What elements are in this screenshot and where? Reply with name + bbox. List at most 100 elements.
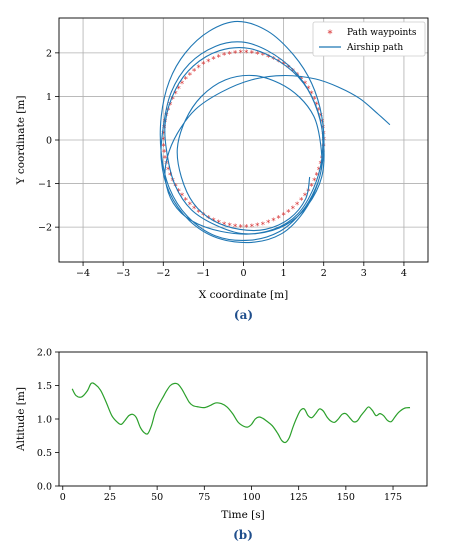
chart-b-y-tick-label: 0.0 [37,482,52,493]
chart-b-x-axis-label: Time [s] [221,509,264,521]
chart-a-waypoint: * [164,160,168,169]
chart-b-altitude-line [71,382,411,444]
chart-a-legend: * Path waypoints Airship path [312,21,426,57]
chart-a-waypoint: * [315,172,319,181]
chart-a-y-tick-label: −2 [38,223,52,234]
chart-a-waypoint: * [161,130,165,139]
chart-a-waypoint: * [192,205,196,214]
chart-a-waypoint: * [282,212,286,221]
chart-a-waypoint: * [310,182,314,191]
chart-a-legend-waypoint-marker: * [328,29,333,40]
chart-a-waypoint: * [188,71,192,80]
chart-a-waypoint: * [272,217,276,226]
chart-a-waypoint: * [244,223,248,232]
chart-a-waypoint: * [192,68,196,77]
chart-b-panel-label: (b) [233,528,253,542]
chart-a-x-tick-label: 0 [240,268,246,279]
chart-a-x-tick-label: −1 [196,268,210,279]
chart-a-legend-label-path: Airship path [346,43,403,53]
chart-a-waypoint: * [173,90,177,99]
chart-a-y-tick-label: 1 [46,92,52,103]
chart-b-x-tick-label: 50 [151,492,163,503]
chart-a-waypoint: * [197,64,201,73]
chart-a-waypoint: * [171,95,175,104]
chart-b-x-tick-label: 175 [384,492,402,503]
chart-a-waypoint: * [184,197,188,206]
chart-a-waypoint: * [255,222,259,231]
chart-a-waypoint: * [266,53,270,62]
chart-b-y-tick-label: 0.5 [37,448,52,459]
chart-a-waypoint: * [217,53,221,62]
chart-b-altitude: 0 25 50 75 100 125 150 175 0.0 0.5 1.0 1.5 2.0 Time … [15,348,428,542]
chart-a-x-axis-label: X coordinate [m] [199,289,288,301]
chart-a-waypoint: * [161,142,165,151]
chart-a-waypoint: * [201,212,205,221]
chart-a-waypoint: * [291,205,295,214]
chart-a-x-tick-label: −3 [116,268,130,279]
chart-a-x-tick-label: 4 [401,268,407,279]
chart-b-x-tick-label: 150 [337,492,355,503]
chart-a-waypoint: * [312,95,316,104]
chart-a-waypoint: * [261,52,265,61]
chart-a-waypoint: * [250,50,254,59]
chart-a-waypoint: * [222,52,226,61]
chart-b-y-axis-label: Altitude [m] [15,387,27,452]
chart-b-x-tick-label: 25 [104,492,116,503]
chart-a-waypoint: * [211,55,215,64]
chart-a-waypoint: * [261,221,265,230]
chart-a-waypoint: * [295,201,299,210]
chart-a-y-tick-label: −1 [38,179,52,190]
chart-a-legend-label-waypoints: Path waypoints [347,28,417,38]
chart-a-waypoint: * [306,187,310,196]
chart-b-x-tick-label: 0 [60,492,66,503]
chart-a-waypoint: * [310,90,314,99]
chart-a-y-tick-label: 0 [46,136,52,147]
chart-b-x-tick-label: 75 [198,492,210,503]
chart-a-waypoint: * [163,154,167,163]
chart-a-waypoint: * [319,112,323,121]
chart-a-waypoint: * [317,106,321,115]
chart-a-waypoint: * [184,76,188,85]
chart-b-y-tick-label: 1.0 [37,415,52,426]
chart-a-ticks: −4 −3 −2 −1 0 1 2 3 4 −2 −1 0 1 2 [38,48,407,279]
chart-a-x-tick-label: −4 [76,268,90,279]
chart-a-waypoint: * [303,192,307,201]
chart-a-waypoint: * [317,166,321,175]
chart-a-waypoint: * [244,49,248,58]
chart-a-airship-path-line [159,20,391,244]
chart-a-waypoint: * [197,208,201,217]
chart-a-trajectory: ****************************************… [15,17,429,322]
chart-a-waypoint: * [162,148,166,157]
chart-a-waypoint: * [180,80,184,89]
chart-a-y-tick-label: 2 [46,48,52,59]
chart-b-y-tick-label: 1.5 [37,381,52,392]
chart-a-waypoint: * [315,101,319,110]
chart-a-waypoint: * [206,58,210,67]
chart-a-waypoint: * [168,101,172,110]
chart-a-waypoint: * [272,55,276,64]
chart-a-waypoint: * [277,215,281,224]
chart-a-waypoint: * [228,222,232,231]
chart-a-waypoint: * [162,124,166,133]
chart-b-x-tick-label: 125 [290,492,308,503]
chart-a-waypoint: * [201,61,205,70]
chart-a-waypoint: * [312,177,316,186]
chart-a-waypoint: * [266,219,270,228]
chart-b-x-tick-label: 100 [242,492,260,503]
chart-b-ticks: 0 25 50 75 100 125 150 175 0.0 0.5 1.0 1.5 2.0 [37,348,402,504]
chart-a-waypoint: * [239,49,243,58]
chart-a-waypoint: * [250,223,254,232]
chart-a-waypoint: * [233,50,237,59]
chart-a-waypoint: * [171,177,175,186]
chart-a-waypoint: * [168,172,172,181]
chart-a-x-tick-label: 3 [361,268,367,279]
chart-a-waypoint: * [286,208,290,217]
chart-a-waypoint: * [239,223,243,232]
chart-a-waypoint: * [188,201,192,210]
chart-a-waypoint: * [206,215,210,224]
chart-a-x-tick-label: 2 [321,268,327,279]
chart-a-waypoint: * [228,50,232,59]
chart-a-waypoint: * [282,61,286,70]
chart-a-waypoint: * [320,118,324,127]
chart-a-y-axis-label: Y coordinate [m] [15,96,27,186]
